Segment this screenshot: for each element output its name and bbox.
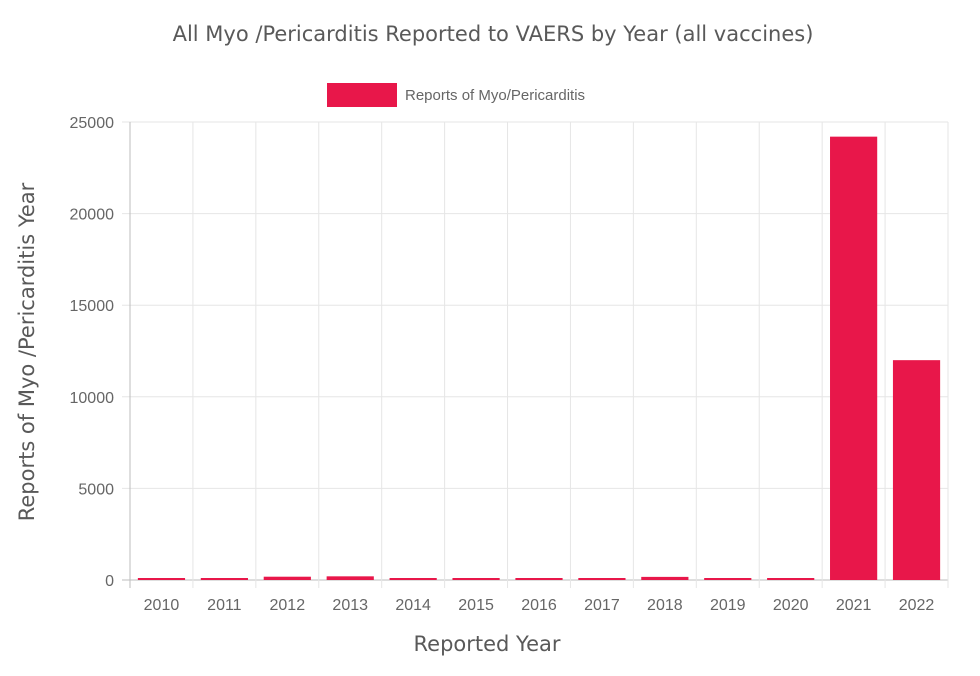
bar xyxy=(263,576,311,580)
x-tick-label: 2022 xyxy=(899,597,935,614)
y-tick-label: 15000 xyxy=(70,298,115,315)
x-tick-label: 2020 xyxy=(773,597,809,614)
legend-swatch xyxy=(327,83,397,107)
bar xyxy=(578,578,626,580)
y-tick-label: 20000 xyxy=(70,207,115,224)
x-tick-label: 2016 xyxy=(521,597,557,614)
legend-label: Reports of Myo/Pericarditis xyxy=(405,86,586,104)
x-tick-label: 2012 xyxy=(270,597,306,614)
chart-legend: Reports of Myo/Pericarditis xyxy=(327,83,585,107)
bar xyxy=(515,578,563,580)
bar xyxy=(704,578,752,580)
chart-title: All Myo /Pericarditis Reported to VAERS … xyxy=(172,22,814,46)
x-tick-label: 2015 xyxy=(458,597,494,614)
bar xyxy=(389,578,437,580)
bar xyxy=(326,576,374,580)
x-tick-label: 2010 xyxy=(144,597,180,614)
x-tick-label: 2018 xyxy=(647,597,683,614)
y-tick-label: 10000 xyxy=(70,390,115,407)
x-tick-label: 2021 xyxy=(836,597,872,614)
bar xyxy=(830,136,878,580)
x-axis-label: Reported Year xyxy=(413,632,561,656)
x-tick-label: 2013 xyxy=(332,597,368,614)
y-tick-label: 25000 xyxy=(70,115,115,132)
bar xyxy=(892,360,941,580)
x-tick-label: 2019 xyxy=(710,597,746,614)
x-tick-label: 2011 xyxy=(207,597,242,614)
y-tick-label: 5000 xyxy=(78,481,114,498)
x-tick-label: 2017 xyxy=(584,597,620,614)
x-tick-label: 2014 xyxy=(395,597,431,614)
y-tick-label: 0 xyxy=(105,573,114,590)
bar xyxy=(641,576,689,580)
bar xyxy=(767,578,815,580)
bar xyxy=(200,578,248,580)
bar xyxy=(452,578,500,580)
bar xyxy=(137,578,186,580)
